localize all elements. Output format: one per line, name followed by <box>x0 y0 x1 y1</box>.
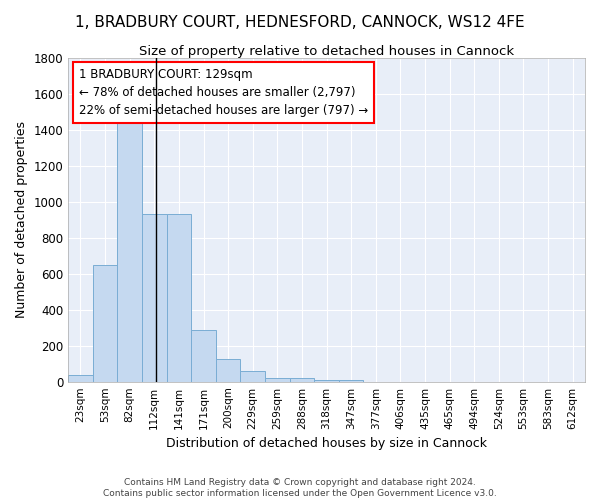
Text: Contains HM Land Registry data © Crown copyright and database right 2024.
Contai: Contains HM Land Registry data © Crown c… <box>103 478 497 498</box>
Bar <box>339 380 364 382</box>
Title: Size of property relative to detached houses in Cannock: Size of property relative to detached ho… <box>139 45 514 58</box>
Bar <box>118 118 142 382</box>
Bar <box>167 214 191 382</box>
Bar <box>142 214 167 382</box>
Y-axis label: Number of detached properties: Number of detached properties <box>15 122 28 318</box>
Bar <box>265 378 290 382</box>
Text: 1 BRADBURY COURT: 129sqm
← 78% of detached houses are smaller (2,797)
22% of sem: 1 BRADBURY COURT: 129sqm ← 78% of detach… <box>79 68 368 116</box>
Bar <box>290 378 314 382</box>
Bar <box>216 359 241 382</box>
Bar <box>191 330 216 382</box>
Bar <box>93 265 118 382</box>
Bar <box>68 376 93 382</box>
Bar <box>314 380 339 382</box>
X-axis label: Distribution of detached houses by size in Cannock: Distribution of detached houses by size … <box>166 437 487 450</box>
Bar <box>241 371 265 382</box>
Text: 1, BRADBURY COURT, HEDNESFORD, CANNOCK, WS12 4FE: 1, BRADBURY COURT, HEDNESFORD, CANNOCK, … <box>75 15 525 30</box>
